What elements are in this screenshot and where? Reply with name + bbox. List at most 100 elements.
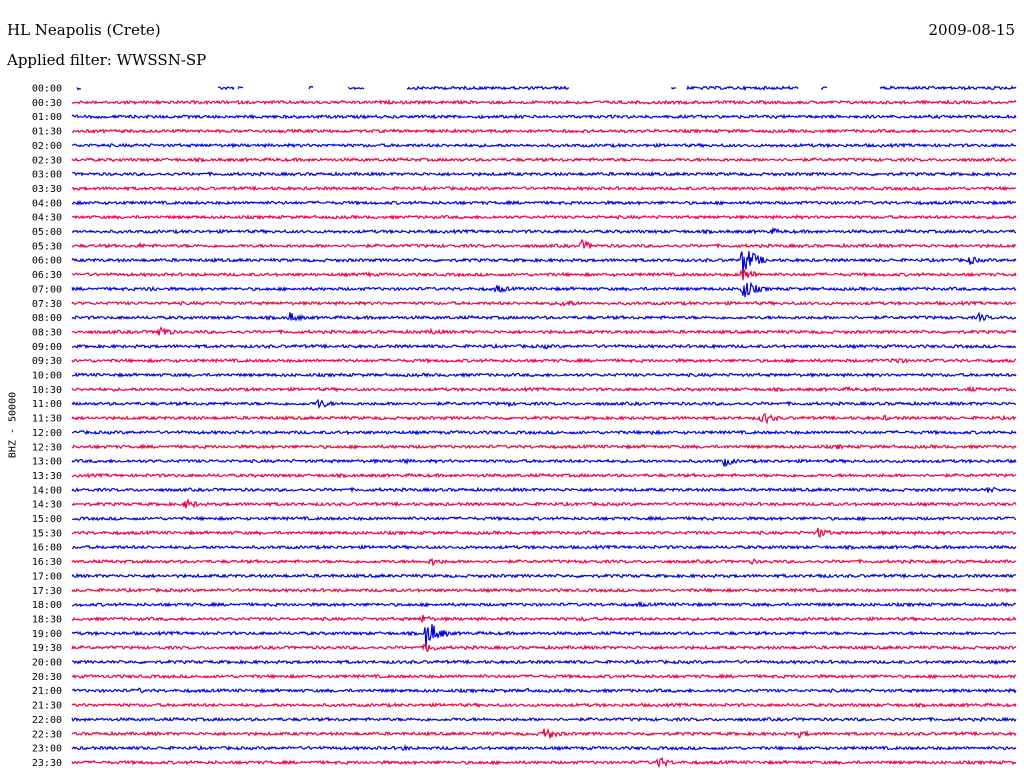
row-time-label: 12:30 [32, 442, 62, 453]
trace-line [71, 325, 1017, 336]
row-time-label: 15:30 [32, 528, 62, 539]
row-time-label: 16:30 [32, 557, 62, 568]
row-time-label: 14:30 [32, 500, 62, 511]
trace-line [71, 113, 1017, 120]
trace-line [71, 156, 1017, 164]
trace-line [71, 429, 1017, 436]
trace-line [71, 443, 1017, 450]
trace-line [71, 385, 1017, 393]
row-time-label: 18:30 [32, 614, 62, 625]
trace-line [71, 586, 1017, 594]
trace-line [71, 311, 1017, 323]
row-time-label: 16:00 [32, 543, 62, 554]
trace-line [76, 84, 1017, 92]
trace-line [71, 486, 1017, 494]
trace-line [71, 269, 1017, 281]
trace-line [71, 497, 1017, 509]
row-time-label: 01:30 [32, 127, 62, 138]
row-time-label: 15:00 [32, 514, 62, 525]
row-time-label: 07:00 [32, 284, 62, 295]
trace-line [71, 142, 1017, 149]
row-time-label: 10:30 [32, 385, 62, 396]
trace-line [71, 185, 1017, 192]
row-time-label: 05:00 [32, 227, 62, 238]
trace-line [71, 744, 1017, 752]
row-time-label: 07:30 [32, 299, 62, 310]
row-time-label: 12:00 [32, 428, 62, 439]
row-time-label: 21:30 [32, 701, 62, 712]
trace-line [71, 457, 1017, 468]
row-time-label: 03:00 [32, 170, 62, 181]
row-time-label: 08:30 [32, 327, 62, 338]
row-time-label: 19:00 [32, 629, 62, 640]
row-time-label: 22:30 [32, 729, 62, 740]
trace-line [71, 658, 1017, 666]
trace-line [71, 299, 1017, 307]
row-time-label: 21:00 [32, 686, 62, 697]
row-time-label: 09:30 [32, 356, 62, 367]
row-time-label: 13:30 [32, 471, 62, 482]
row-time-label: 04:00 [32, 198, 62, 209]
row-time-label: 00:30 [32, 98, 62, 109]
row-time-label: 05:30 [32, 241, 62, 252]
row-time-label: 22:00 [32, 715, 62, 726]
trace-line [71, 557, 1017, 567]
row-time-label: 00:00 [32, 84, 62, 95]
filter-label: Applied filter: WWSSN-SP [7, 51, 207, 69]
row-time-label: 20:30 [32, 672, 62, 683]
trace-line [71, 357, 1017, 364]
row-time-label: 03:30 [32, 184, 62, 195]
row-time-label: 06:30 [32, 270, 62, 281]
row-time-label: 08:00 [32, 313, 62, 324]
station-title: HL Neapolis (Crete) [7, 21, 161, 39]
trace-line [71, 412, 1017, 425]
trace-line [71, 527, 1017, 538]
trace-line [71, 643, 1017, 652]
row-time-label: 10:00 [32, 371, 62, 382]
trace-line [71, 515, 1017, 522]
trace-line [71, 281, 1017, 298]
row-time-label: 06:00 [32, 256, 62, 267]
trace-line [71, 624, 1017, 649]
trace-line [71, 251, 1017, 275]
record-date: 2009-08-15 [928, 21, 1015, 39]
trace-line [71, 716, 1017, 723]
row-time-label: 13:00 [32, 457, 62, 468]
trace-line [71, 572, 1017, 580]
row-time-label: 19:30 [32, 643, 62, 654]
trace-line [71, 544, 1017, 551]
row-time-label: 17:30 [32, 586, 62, 597]
trace-line [71, 614, 1017, 624]
trace-line [71, 127, 1017, 135]
trace-line [71, 99, 1017, 106]
row-time-label: 23:30 [32, 758, 62, 769]
row-time-label: 11:00 [32, 399, 62, 410]
trace-line [71, 600, 1017, 608]
trace-line [71, 199, 1017, 206]
trace-line [71, 727, 1017, 739]
row-time-label: 17:00 [32, 571, 62, 582]
row-time-label: 02:00 [32, 141, 62, 152]
row-time-label: 23:00 [32, 744, 62, 755]
row-time-label: 09:00 [32, 342, 62, 353]
trace-line [71, 673, 1017, 680]
trace-line [71, 342, 1017, 350]
trace-line [71, 472, 1017, 479]
trace-line [71, 371, 1017, 379]
trace-line [71, 701, 1017, 709]
row-time-label: 02:30 [32, 155, 62, 166]
trace-line [71, 226, 1016, 235]
trace-line [71, 398, 1017, 410]
row-time-label: 11:30 [32, 414, 62, 425]
trace-line [71, 170, 1017, 178]
trace-line [71, 213, 1017, 221]
row-time-label: 04:30 [32, 213, 62, 224]
trace-line [71, 756, 1017, 769]
trace-line [71, 238, 1017, 250]
row-time-label: 14:00 [32, 485, 62, 496]
row-time-label: 18:00 [32, 600, 62, 611]
row-time-label: 01:00 [32, 112, 62, 123]
row-time-label: 20:00 [32, 658, 62, 669]
trace-line [71, 687, 1017, 694]
